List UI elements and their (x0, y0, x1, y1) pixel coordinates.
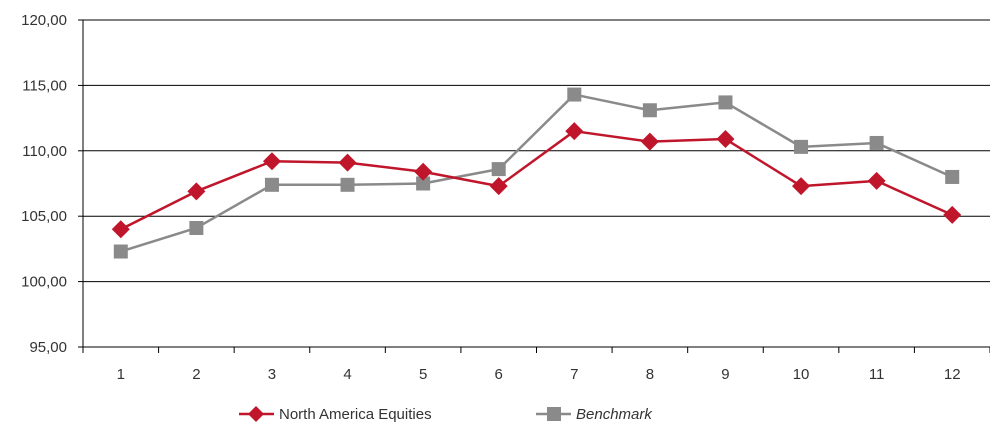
legend-item-north-america-equities: North America Equities (239, 406, 432, 423)
data-point-benchmark (718, 95, 733, 110)
series-benchmark (113, 87, 960, 259)
legend-label-north-america-equities: North America Equities (279, 406, 432, 423)
data-point-north-america-equities (111, 220, 130, 239)
data-point-north-america-equities (792, 177, 811, 196)
data-point-benchmark (945, 169, 960, 184)
data-point-benchmark (869, 135, 884, 150)
x-tick-label: 8 (646, 366, 654, 383)
data-point-north-america-equities (489, 177, 508, 196)
x-tick-label: 11 (869, 366, 885, 383)
legend-label-benchmark: Benchmark (576, 406, 653, 423)
data-point-benchmark (189, 220, 204, 235)
x-tick-label: 1 (117, 366, 125, 383)
x-tick-label: 6 (495, 366, 503, 383)
x-tick-label: 4 (343, 366, 351, 383)
data-point-benchmark (113, 244, 128, 259)
y-tick-label: 120,00 (21, 12, 67, 29)
data-point-north-america-equities (943, 205, 962, 224)
x-tick-label: 5 (419, 366, 427, 383)
data-point-north-america-equities (262, 152, 281, 171)
data-point-benchmark (416, 176, 431, 191)
data-point-north-america-equities (867, 171, 886, 190)
y-tick-label: 110,00 (22, 143, 67, 160)
legend-marker-square-icon (547, 407, 561, 421)
x-tick-label: 3 (268, 366, 276, 383)
data-point-north-america-equities (338, 153, 357, 172)
series-line-benchmark (120, 93, 953, 253)
data-point-north-america-equities (640, 132, 659, 151)
x-axis-ticks: 1 2 3 4 5 6 7 8 9 10 11 12 (82, 347, 990, 383)
x-tick-label: 12 (944, 366, 961, 383)
y-tick-label: 100,00 (21, 274, 67, 291)
legend: North America Equities Benchmark (239, 406, 653, 423)
series-north-america-equities (111, 122, 962, 239)
data-point-north-america-equities (187, 182, 206, 201)
data-point-benchmark (567, 87, 582, 102)
y-axis-ticks: 95,00 100,00 105,00 110,00 115,00 120,00 (21, 12, 83, 356)
series-line-north-america-equities (120, 129, 953, 231)
data-point-north-america-equities (716, 130, 735, 149)
y-tick-label: 95,00 (29, 339, 67, 356)
x-tick-label: 2 (192, 366, 200, 383)
data-point-benchmark (264, 177, 279, 192)
data-point-benchmark (794, 139, 809, 154)
gridlines (83, 19, 990, 283)
y-tick-label: 105,00 (21, 208, 67, 225)
legend-item-benchmark: Benchmark (536, 406, 653, 423)
series-layer (111, 87, 962, 259)
y-tick-label: 115,00 (22, 77, 67, 94)
data-point-benchmark (340, 177, 355, 192)
data-point-north-america-equities (414, 162, 433, 181)
data-point-benchmark (642, 103, 657, 118)
x-tick-label: 7 (570, 366, 578, 383)
x-tick-label: 9 (721, 366, 729, 383)
data-point-benchmark (491, 162, 506, 177)
x-tick-label: 10 (793, 366, 810, 383)
data-point-north-america-equities (565, 122, 584, 141)
legend-marker-diamond-icon (248, 406, 264, 422)
